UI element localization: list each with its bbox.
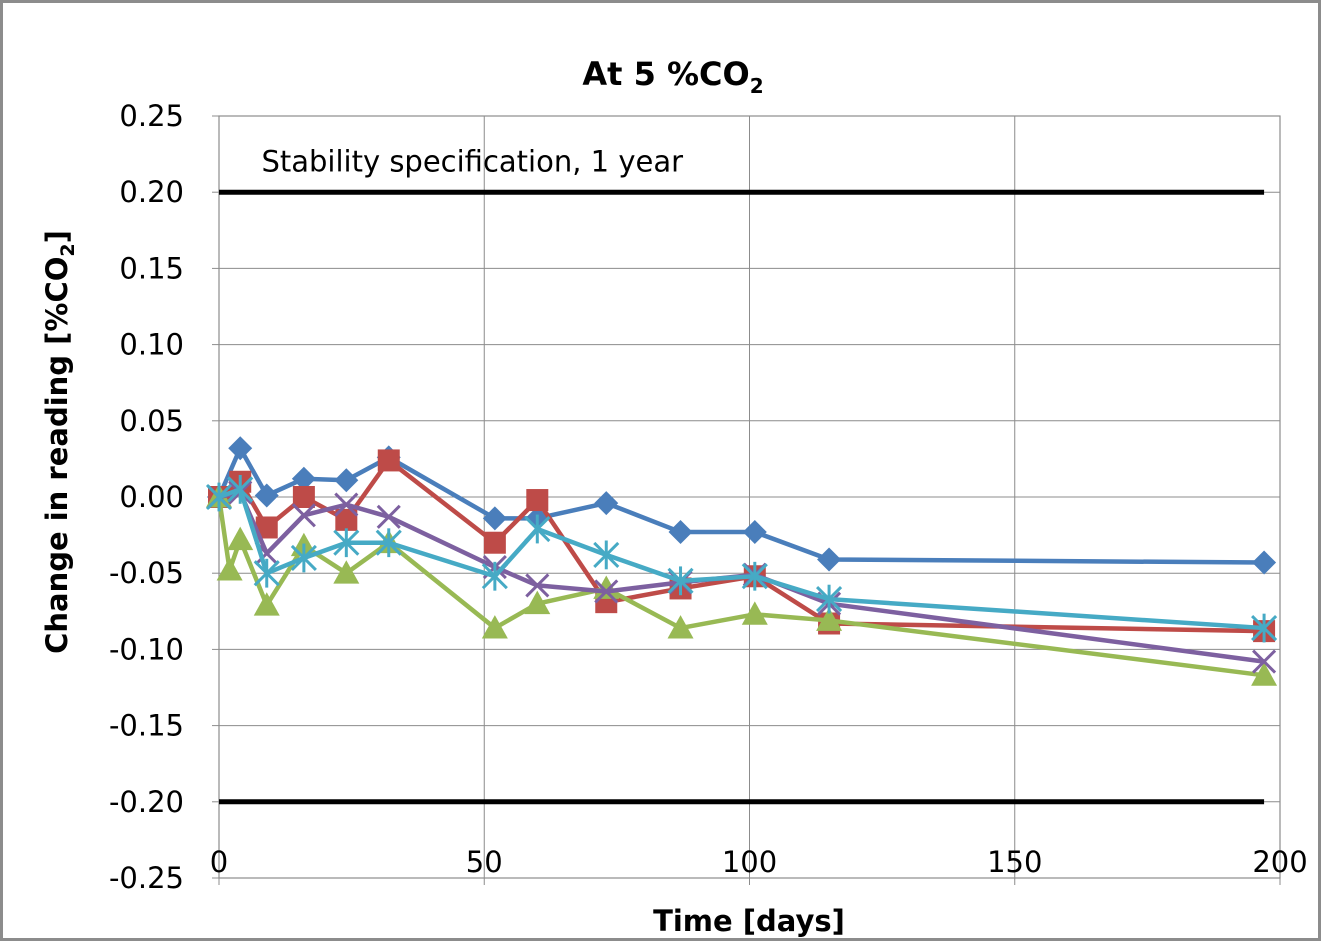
data-point bbox=[253, 558, 280, 588]
data-point bbox=[291, 503, 316, 528]
data-point bbox=[335, 508, 358, 531]
data-point bbox=[205, 482, 233, 512]
data-point bbox=[481, 561, 508, 591]
data-point bbox=[291, 466, 316, 491]
data-point bbox=[376, 504, 401, 529]
data-point bbox=[227, 526, 254, 551]
y-axis-title: Change in reading [%CO2] bbox=[40, 230, 79, 654]
data-point bbox=[255, 516, 278, 539]
x-tick-label: 150 bbox=[987, 845, 1042, 879]
data-point bbox=[741, 561, 768, 591]
data-point bbox=[216, 557, 243, 581]
data-point bbox=[1252, 649, 1277, 674]
x-tick-label: 50 bbox=[466, 845, 503, 879]
x-tick-label: 100 bbox=[722, 845, 777, 879]
y-tick-label: -0.05 bbox=[109, 556, 184, 590]
data-point bbox=[482, 506, 507, 531]
data-point bbox=[333, 528, 360, 558]
data-point bbox=[817, 547, 842, 572]
data-point bbox=[1251, 662, 1278, 686]
data-point bbox=[292, 486, 315, 508]
x-tick-label: 0 bbox=[210, 845, 228, 879]
data-point bbox=[228, 436, 253, 461]
data-point bbox=[377, 449, 400, 472]
data-point bbox=[593, 540, 620, 570]
chart-title: At 5 %CO2 bbox=[582, 55, 763, 98]
stability-annotation: Stability specification, 1 year bbox=[261, 145, 683, 179]
y-tick-label: 0.20 bbox=[119, 175, 184, 209]
data-point bbox=[594, 491, 619, 516]
y-tick-label: 0.05 bbox=[119, 404, 184, 438]
y-tick-label: 0.10 bbox=[119, 328, 184, 362]
data-point bbox=[741, 601, 768, 625]
y-tick-label: -0.20 bbox=[109, 785, 184, 819]
data-point bbox=[253, 592, 280, 616]
data-point bbox=[333, 560, 360, 584]
data-point bbox=[334, 468, 359, 493]
data-point bbox=[524, 590, 551, 615]
data-point bbox=[594, 579, 619, 604]
data-point bbox=[1252, 550, 1277, 575]
x-tick-label: 200 bbox=[1252, 845, 1307, 879]
data-point bbox=[481, 615, 508, 639]
data-point bbox=[742, 520, 767, 545]
data-point bbox=[524, 514, 551, 544]
data-point bbox=[667, 615, 694, 639]
series-line bbox=[216, 445, 1265, 565]
x-axis-title: Time [days] bbox=[653, 904, 845, 938]
y-tick-label: 0.00 bbox=[119, 480, 184, 514]
series-line bbox=[216, 496, 1265, 678]
series-line bbox=[218, 487, 1265, 631]
data-point bbox=[254, 483, 279, 508]
y-tick-label: -0.10 bbox=[109, 632, 184, 666]
y-tick-label: -0.25 bbox=[109, 861, 184, 895]
data-point bbox=[526, 489, 549, 512]
data-point bbox=[667, 566, 694, 596]
data-point bbox=[668, 520, 693, 545]
line-chart: 0.25 0.20 0.15 0.10 0.05 0.00 -0.05 -0.10 -0.15 -… bbox=[40, 55, 1308, 938]
y-tick-label: -0.15 bbox=[109, 709, 184, 743]
data-point bbox=[525, 573, 550, 598]
series-line bbox=[217, 458, 1265, 634]
data-point bbox=[483, 531, 506, 554]
data-point bbox=[227, 474, 254, 504]
y-tick-label: 0.25 bbox=[119, 99, 184, 133]
y-tick-label: 0.15 bbox=[119, 251, 184, 285]
data-point bbox=[816, 607, 843, 631]
series-3 bbox=[206, 484, 1278, 686]
data-point bbox=[290, 543, 317, 573]
data-point bbox=[375, 528, 402, 558]
series-1 bbox=[207, 436, 1277, 575]
series-2 bbox=[208, 449, 1276, 643]
data-point bbox=[816, 584, 843, 614]
data-point bbox=[334, 492, 359, 517]
data-point bbox=[1251, 613, 1278, 643]
series-5 bbox=[205, 474, 1278, 643]
